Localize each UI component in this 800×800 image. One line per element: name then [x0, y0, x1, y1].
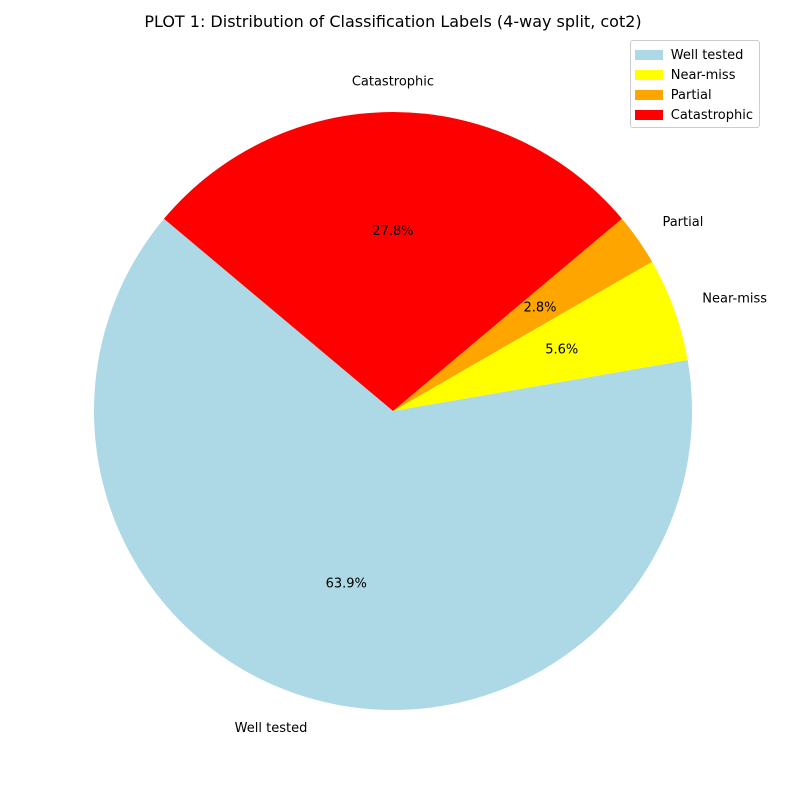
slice-label-partial: Partial: [662, 215, 703, 230]
legend-swatch-near-miss: [634, 70, 663, 80]
legend-swatch-catastrophic: [634, 110, 663, 120]
pie-slice-catastrophic: [163, 111, 622, 411]
legend-swatch-partial: [634, 90, 663, 100]
legend-swatch-well-tested: [634, 50, 663, 60]
legend-label-catastrophic: Catastrophic: [670, 107, 753, 123]
slice-percent-partial: 2.8%: [523, 301, 556, 316]
pie-slice-near-miss: [393, 261, 688, 411]
legend-label-well-tested: Well tested: [670, 47, 744, 63]
legend-item-well-tested: Well tested: [634, 45, 753, 65]
slice-label-catastrophic: Catastrophic: [352, 75, 434, 90]
slice-label-well-tested: Well tested: [235, 721, 308, 736]
slice-label-near-miss: Near-miss: [702, 292, 767, 307]
chart-title: PLOT 1: Distribution of Classification L…: [144, 12, 642, 31]
legend-label-near-miss: Near-miss: [670, 67, 736, 83]
slice-percent-near-miss: 5.6%: [545, 342, 578, 357]
pie-slice-well-tested: [93, 218, 692, 710]
legend-item-partial: Partial: [634, 85, 753, 105]
legend-item-near-miss: Near-miss: [634, 65, 753, 85]
slice-percent-well-tested: 63.9%: [326, 577, 367, 592]
legend-label-partial: Partial: [670, 87, 712, 103]
legend: Well tested Near-miss Partial Catastroph…: [629, 40, 760, 128]
legend-item-catastrophic: Catastrophic: [634, 105, 753, 125]
slice-percent-catastrophic: 27.8%: [372, 224, 413, 239]
pie-slice-partial: [393, 218, 653, 411]
